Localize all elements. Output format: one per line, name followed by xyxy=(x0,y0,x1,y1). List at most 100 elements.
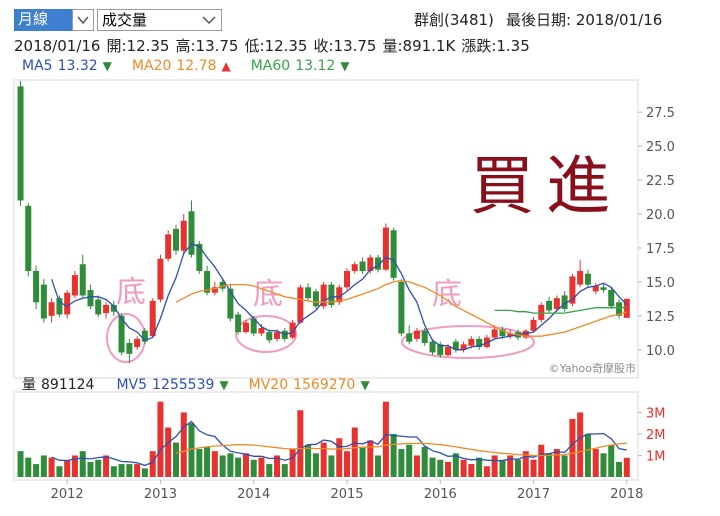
candle-body xyxy=(616,302,623,316)
volume-bar xyxy=(514,459,521,477)
volume-bar xyxy=(141,468,148,477)
candle-body xyxy=(491,329,498,338)
candle-body xyxy=(25,205,32,272)
legend-value: 1569270 xyxy=(293,377,356,393)
candle-body xyxy=(390,230,397,278)
volume-bar xyxy=(17,451,24,477)
candle-body xyxy=(134,338,141,348)
volume-bar xyxy=(48,457,55,477)
candle-body xyxy=(530,319,537,331)
legend-trend: ▼ xyxy=(102,59,112,73)
legend-trend: ▼ xyxy=(219,378,229,392)
candle-body xyxy=(110,304,117,312)
period-select-arrow[interactable] xyxy=(72,9,94,31)
volume-bar xyxy=(188,423,195,477)
candle-body xyxy=(71,275,78,296)
candle-body xyxy=(103,304,110,314)
volume-bar xyxy=(103,455,110,477)
candle-body xyxy=(64,292,71,315)
candle-body xyxy=(289,322,296,338)
volume-bar xyxy=(584,433,591,477)
chevron-icon xyxy=(202,16,216,25)
candle-body xyxy=(476,338,483,348)
volume-bar xyxy=(592,449,599,477)
volume-bar xyxy=(452,453,459,477)
volume-bar xyxy=(445,461,452,477)
candles xyxy=(17,80,630,364)
volume-bar xyxy=(320,442,327,477)
volume-bar xyxy=(616,461,623,477)
volume-bar xyxy=(398,449,405,477)
legend-name: MA5 xyxy=(22,58,53,74)
volume-bar xyxy=(87,461,94,477)
volume-bar xyxy=(149,451,156,477)
volume-bar xyxy=(507,455,514,477)
info-item: 漲跌:1.35 xyxy=(461,37,530,55)
legend-name: MA20 xyxy=(131,58,172,74)
candle-body xyxy=(219,281,226,289)
legend-trend: ▼ xyxy=(360,378,370,392)
series-line xyxy=(175,442,627,457)
candle-body xyxy=(452,341,459,350)
volume-bar xyxy=(25,457,32,477)
series-line xyxy=(51,420,627,467)
y-tick-label: 12.5 xyxy=(646,310,675,325)
candle-body xyxy=(305,287,312,299)
candle-body xyxy=(592,285,599,292)
candle-body xyxy=(141,330,148,342)
buy-annotation: 買進 xyxy=(470,151,622,222)
candle-body xyxy=(79,264,86,296)
candle-body xyxy=(577,271,584,285)
x-tick-label: 2018 xyxy=(610,487,643,502)
legend-name: 量 xyxy=(22,377,36,393)
candle-body xyxy=(180,220,187,251)
x-tick-label: 2012 xyxy=(51,487,84,502)
y-tick-label: 27.5 xyxy=(646,106,675,121)
legend-value: 891124 xyxy=(41,377,95,393)
volume-bar xyxy=(476,457,483,477)
candle-body xyxy=(351,264,358,272)
candle-body xyxy=(196,243,203,272)
candle-body xyxy=(584,273,591,285)
indicator-select[interactable]: 成交量 xyxy=(102,11,148,29)
legend-name: MA60 xyxy=(250,58,291,74)
candle-body xyxy=(165,234,172,259)
volume-bar xyxy=(351,427,358,477)
watermark: ©Yahoo奇摩股市 xyxy=(549,361,636,375)
volume-bar xyxy=(250,459,257,477)
volume-bar xyxy=(499,459,506,477)
volume-bar xyxy=(429,457,436,477)
candle-body xyxy=(569,276,576,304)
candle-body xyxy=(460,344,467,350)
legend-trend: ▼ xyxy=(340,59,350,73)
volume-bar xyxy=(421,446,428,477)
volume-bar xyxy=(382,401,389,477)
volume-bar xyxy=(173,442,180,477)
volume-bar xyxy=(530,459,537,477)
volume-bar xyxy=(483,466,490,477)
volume-bar xyxy=(343,451,350,477)
volume-bar xyxy=(266,464,273,477)
legend-value: 1255539 xyxy=(152,377,215,393)
price-panel xyxy=(13,79,639,379)
volume-bar xyxy=(336,438,343,477)
volume-bar xyxy=(553,449,560,477)
volume-bar xyxy=(126,464,133,477)
volume-bar xyxy=(180,412,187,477)
volume-bar xyxy=(623,457,630,477)
candle-body xyxy=(382,227,389,270)
volume-bar xyxy=(165,427,172,477)
volume-bar xyxy=(289,449,296,477)
indicator-select-box[interactable]: 成交量 xyxy=(97,9,222,31)
y-tick-label: 10.0 xyxy=(646,344,675,359)
candle-body xyxy=(445,347,452,356)
candle-body xyxy=(149,300,156,337)
y-tick-label: 3M xyxy=(646,406,666,421)
candle-body xyxy=(17,86,24,201)
volume-bar xyxy=(196,449,203,477)
volume-legend: 量 891124 MV5 1255539 ▼ MV20 1569270 ▼ xyxy=(22,376,390,394)
volume-bar xyxy=(468,464,475,477)
period-select[interactable]: 月線 xyxy=(14,9,72,31)
info-item: 量:891.1K xyxy=(382,37,456,55)
